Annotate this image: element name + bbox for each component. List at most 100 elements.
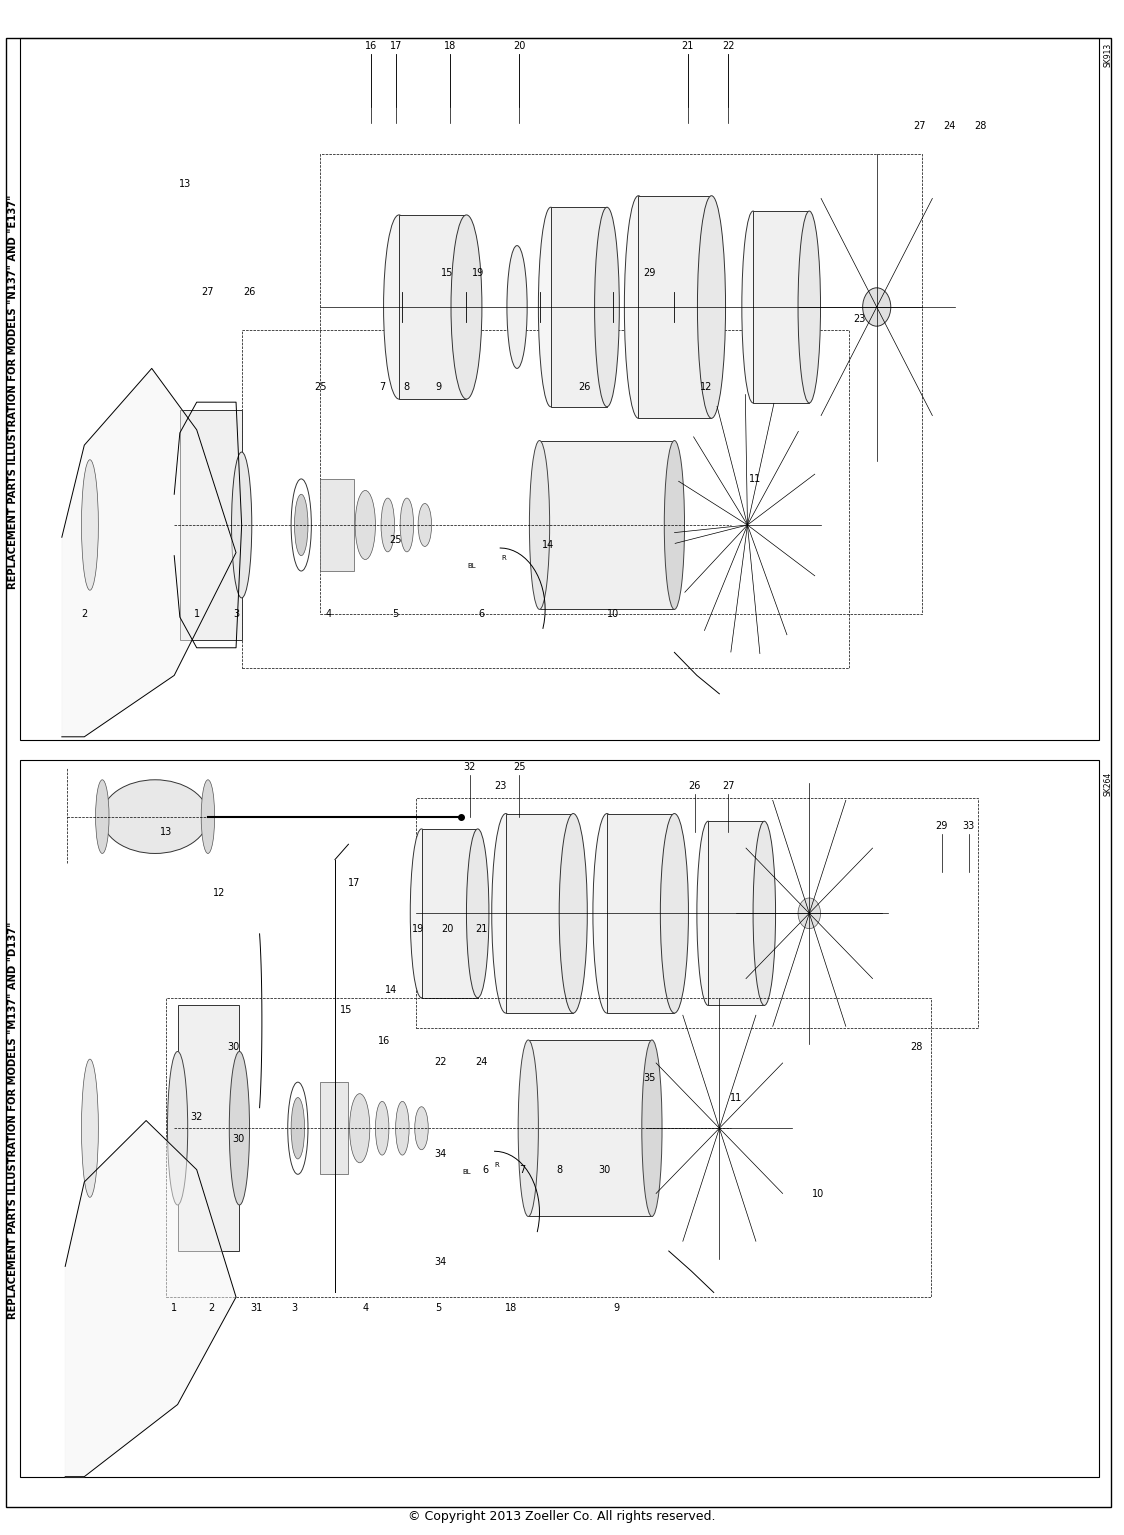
Text: 25: 25 (314, 382, 327, 391)
Text: 22: 22 (434, 1058, 447, 1067)
Text: BL: BL (468, 563, 477, 569)
Bar (180, 410, 242, 640)
Bar (551, 207, 607, 407)
Ellipse shape (664, 441, 685, 609)
Text: 23: 23 (493, 781, 507, 791)
Text: R: R (495, 1162, 499, 1168)
Text: 29: 29 (643, 269, 656, 278)
Ellipse shape (229, 1051, 250, 1205)
Text: 1: 1 (171, 1303, 178, 1312)
Text: 20: 20 (441, 924, 454, 933)
Text: 26: 26 (243, 287, 256, 296)
Ellipse shape (595, 207, 619, 407)
Text: 34: 34 (435, 1150, 446, 1159)
Text: 19: 19 (413, 924, 424, 933)
Text: 11: 11 (750, 474, 761, 484)
Bar (320, 1082, 348, 1174)
Ellipse shape (491, 814, 519, 1013)
Ellipse shape (529, 441, 550, 609)
Text: 22: 22 (722, 41, 735, 51)
Ellipse shape (232, 451, 252, 597)
Text: 16: 16 (379, 1036, 390, 1045)
Text: 2: 2 (208, 1303, 215, 1312)
Ellipse shape (82, 459, 99, 589)
Text: 30: 30 (233, 1134, 244, 1144)
Text: 21: 21 (474, 924, 488, 933)
Ellipse shape (381, 497, 395, 551)
Ellipse shape (167, 1051, 188, 1205)
Text: 4: 4 (362, 1303, 369, 1312)
Text: © Copyright 2013 Zoeller Co. All rights reserved.: © Copyright 2013 Zoeller Co. All rights … (408, 1510, 716, 1523)
Text: 9: 9 (613, 1303, 619, 1312)
Text: 1: 1 (193, 609, 200, 619)
Ellipse shape (507, 246, 527, 368)
Text: 21: 21 (681, 41, 695, 51)
Bar (753, 210, 809, 402)
Polygon shape (65, 1121, 236, 1477)
Text: 18: 18 (506, 1303, 517, 1312)
Ellipse shape (753, 821, 776, 1005)
Ellipse shape (742, 210, 764, 402)
Text: 24: 24 (474, 1058, 488, 1067)
Bar (20, 760, 1099, 1477)
Ellipse shape (863, 289, 890, 325)
Ellipse shape (355, 490, 375, 559)
Text: 2: 2 (81, 609, 88, 619)
Text: 4: 4 (325, 609, 332, 619)
Text: 12: 12 (212, 889, 226, 898)
Text: 6: 6 (478, 609, 484, 619)
Text: 13: 13 (180, 180, 191, 189)
Text: 18: 18 (444, 41, 455, 51)
Text: 30: 30 (599, 1165, 610, 1174)
Ellipse shape (451, 215, 482, 399)
Text: 32: 32 (463, 763, 477, 772)
Bar (506, 814, 573, 1013)
Text: 17: 17 (347, 878, 361, 887)
Ellipse shape (396, 1102, 409, 1154)
Text: 14: 14 (543, 540, 554, 550)
Ellipse shape (415, 1107, 428, 1150)
Text: 27: 27 (913, 121, 926, 130)
Ellipse shape (102, 780, 209, 853)
Text: 11: 11 (731, 1093, 742, 1102)
Ellipse shape (560, 814, 587, 1013)
Text: 20: 20 (513, 41, 526, 51)
Polygon shape (62, 368, 236, 737)
Text: 24: 24 (943, 121, 957, 130)
Ellipse shape (294, 494, 308, 556)
Text: 34: 34 (435, 1257, 446, 1266)
Ellipse shape (661, 814, 688, 1013)
Text: 15: 15 (339, 1005, 353, 1015)
Text: 31: 31 (251, 1303, 262, 1312)
Ellipse shape (96, 780, 109, 853)
Ellipse shape (593, 814, 620, 1013)
Ellipse shape (410, 829, 433, 998)
Text: SK913: SK913 (1104, 43, 1113, 68)
Text: 17: 17 (389, 41, 402, 51)
Ellipse shape (82, 1059, 99, 1197)
Text: SK264: SK264 (1104, 772, 1113, 797)
Text: 12: 12 (699, 382, 713, 391)
Ellipse shape (291, 479, 311, 571)
Text: 9: 9 (435, 382, 442, 391)
Text: 28: 28 (909, 1042, 923, 1051)
Text: 5: 5 (435, 1303, 442, 1312)
Ellipse shape (350, 1093, 370, 1164)
Text: 15: 15 (441, 269, 454, 278)
Ellipse shape (400, 497, 414, 551)
Ellipse shape (798, 210, 821, 402)
Text: 30: 30 (228, 1042, 239, 1051)
Text: 32: 32 (190, 1113, 203, 1122)
Text: 23: 23 (853, 315, 867, 324)
Text: 13: 13 (161, 827, 172, 837)
Bar (422, 829, 478, 998)
Text: 10: 10 (607, 609, 618, 619)
Text: 27: 27 (722, 781, 735, 791)
Ellipse shape (201, 780, 215, 853)
Bar (708, 821, 764, 1005)
Ellipse shape (288, 1082, 308, 1174)
Ellipse shape (697, 821, 719, 1005)
Text: REPLACEMENT PARTS ILLUSTRATION FOR MODELS "M137" AND "D137": REPLACEMENT PARTS ILLUSTRATION FOR MODEL… (8, 923, 18, 1319)
Text: 19: 19 (472, 269, 483, 278)
Text: 7: 7 (379, 382, 386, 391)
